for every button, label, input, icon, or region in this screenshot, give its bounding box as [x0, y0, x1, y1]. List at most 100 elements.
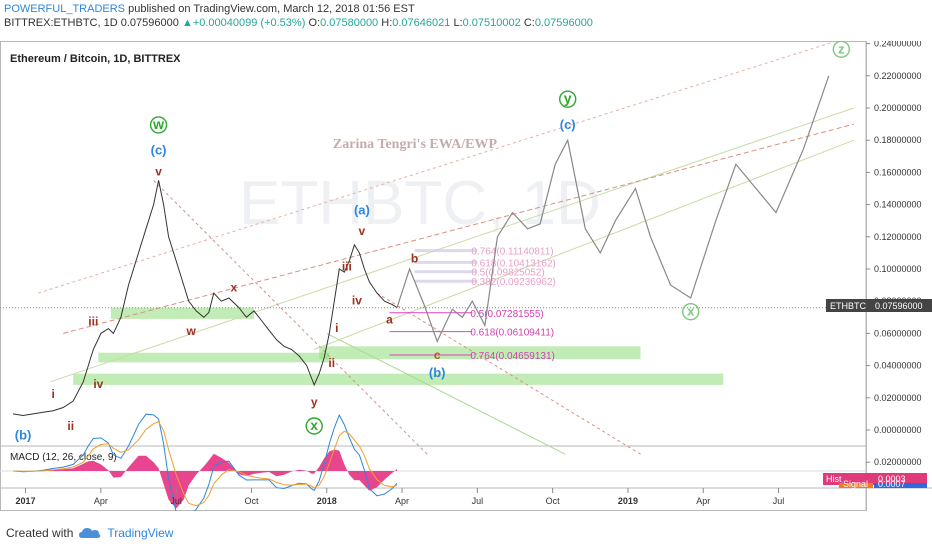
y-tick-label: 0.02000000	[874, 393, 922, 403]
pane-title: Ethereum / Bitcoin, 1D, BITTREX	[10, 53, 181, 65]
low-value: 0.07510002	[462, 17, 521, 29]
price-axis[interactable]: 0.24000000 0.22000000 0.20000000 0.18000000…	[866, 39, 922, 467]
chart-frame[interactable]: ETHBTC, 1D Zarina Tengri's EWA/EWP 0.764…	[0, 35, 932, 524]
wave-label: iv	[352, 293, 362, 307]
wave-label: ii	[328, 356, 335, 370]
trend-line	[37, 35, 855, 294]
wave-label: c	[434, 348, 441, 362]
tradingview-link[interactable]: TradingView	[107, 526, 174, 540]
wave-label: iii	[342, 260, 352, 274]
chart-header: POWERFUL_TRADERS published on TradingVie…	[4, 2, 593, 30]
x-tick-label: 2017	[16, 496, 36, 506]
y-tick-label: 0.24000000	[874, 41, 922, 49]
open-label: O:	[308, 17, 321, 29]
last-price: 0.07596000	[120, 17, 179, 29]
wave-label: i	[335, 321, 338, 335]
hist-tag-bg	[823, 473, 927, 485]
wave-label: w	[152, 116, 164, 132]
author-link[interactable]: POWERFUL_TRADERS	[4, 3, 126, 15]
wave-label-circle	[559, 90, 577, 108]
wave-label: v	[155, 165, 162, 179]
signal-tag-value: 0.0007	[878, 479, 906, 489]
macd-pane: MACD (12, 26, close, 9) Hist 0.0003 Sign…	[0, 413, 927, 524]
wave-label: z	[838, 41, 845, 56]
y-tick-label: 0.02000000	[874, 457, 922, 467]
y-tick-label: 0.14000000	[874, 200, 922, 210]
wave-labels: (b)iiiiiiivv(c)wwxyxiiiiiiivv(a)abc(b)(c…	[15, 40, 850, 443]
x-tick-label: 2019	[618, 496, 638, 506]
low-label: L:	[453, 17, 463, 29]
support-zones	[73, 307, 724, 385]
created-with-text: Created with	[6, 526, 74, 540]
price-change: +0.00040099 (+0.53%)	[192, 17, 306, 29]
price-tag: ETHBTC 0.07596000	[826, 299, 932, 312]
wave-label: y	[564, 90, 572, 106]
fib-level-label: 0.5(0.09825052)	[471, 268, 544, 279]
symbol-watermark: ETHBTC, 1D	[239, 169, 601, 238]
y-tick-label: 0.18000000	[874, 135, 922, 145]
price-chart[interactable]: ETHBTC, 1D Zarina Tengri's EWA/EWP 0.764…	[0, 35, 932, 524]
symbol-tag: ETHBTC	[830, 301, 867, 311]
hist-tag-label: Hist	[826, 474, 842, 484]
x-tick-label: Apr	[395, 496, 409, 506]
wave-label-circle	[832, 40, 850, 58]
signal-tag-label: Signal	[843, 479, 868, 489]
wave-label-circle	[149, 116, 168, 134]
price-tag-bg	[867, 299, 932, 312]
signal-value-bg	[874, 483, 927, 488]
published-text: published on TradingView.com, March 12, …	[128, 3, 415, 15]
y-tick-label: 0.10000000	[874, 264, 922, 274]
fib-level-label: 0.618(0.06109411)	[470, 328, 554, 339]
wave-label: (c)	[151, 143, 167, 158]
ohlc-line: BITTREX:ETHBTC, 1D 0.07596000 ▲+0.000400…	[4, 16, 593, 30]
wave-label: iii	[88, 314, 98, 328]
wave-label: (b)	[429, 365, 446, 380]
price-series-line	[12, 180, 398, 417]
fib-level-label: 0.5(0.07281555)	[470, 309, 543, 320]
support-zone	[98, 352, 330, 363]
wave-label: (c)	[560, 117, 576, 132]
trend-line	[63, 123, 854, 334]
open-value: 0.07580000	[320, 17, 379, 29]
trend-lines	[37, 35, 855, 455]
fib-level-label: 0.764(0.11140811)	[471, 247, 553, 258]
wave-label-circle	[305, 417, 323, 435]
y-tick-label: 0.12000000	[874, 232, 922, 242]
chart-border	[0, 41, 867, 511]
y-tick-label: 0.20000000	[874, 103, 922, 113]
support-zone	[110, 307, 254, 319]
y-tick-label: 0.22000000	[874, 71, 922, 81]
publisher-line: POWERFUL_TRADERS published on TradingVie…	[4, 2, 593, 16]
trend-line	[314, 139, 855, 350]
signal-tag-bg	[839, 483, 873, 488]
x-tick-label: Jul	[472, 496, 484, 506]
x-tick-label: Jul	[773, 496, 785, 506]
macd-label: MACD (12, 26, close, 9)	[10, 452, 117, 463]
x-tick-label: Apr	[94, 496, 108, 506]
wave-label: a	[386, 313, 393, 327]
up-arrow-icon: ▲	[181, 17, 193, 29]
wave-label: y	[311, 395, 318, 409]
wave-label-circle	[682, 302, 700, 321]
wave-label: b	[411, 252, 418, 266]
time-axis[interactable]: 2017 Apr Jul Oct 2018 Apr Jul Oct 2019 Apr Jul	[16, 488, 785, 506]
author-signature: Zarina Tengri's EWA/EWP	[333, 137, 498, 152]
x-tick-label: Oct	[546, 496, 561, 506]
price-tag-value: 0.07596000	[875, 301, 923, 311]
tradingview-cloud-icon	[79, 528, 101, 538]
fib-levels: 0.764(0.11140811)0.618(0.10413162)0.5(0.…	[389, 247, 556, 362]
fib-level-label: 0.618(0.10413162)	[471, 258, 556, 269]
macd-signal-line	[12, 421, 398, 507]
wave-label: i	[51, 387, 54, 401]
y-tick-label: 0.16000000	[874, 167, 922, 177]
wave-label: (b)	[15, 428, 32, 443]
x-tick-label: Apr	[696, 496, 710, 506]
y-tick-label: 0.04000000	[874, 361, 922, 371]
wave-label: x	[231, 281, 238, 295]
fib-level-label: 0.382(0.09236962)	[471, 277, 556, 288]
close-value: 0.07596000	[534, 17, 593, 29]
symbol-text: BITTREX:ETHBTC, 1D	[4, 17, 118, 29]
high-label: H:	[381, 17, 393, 29]
support-zone	[73, 373, 724, 385]
wave-label: ii	[67, 419, 74, 433]
